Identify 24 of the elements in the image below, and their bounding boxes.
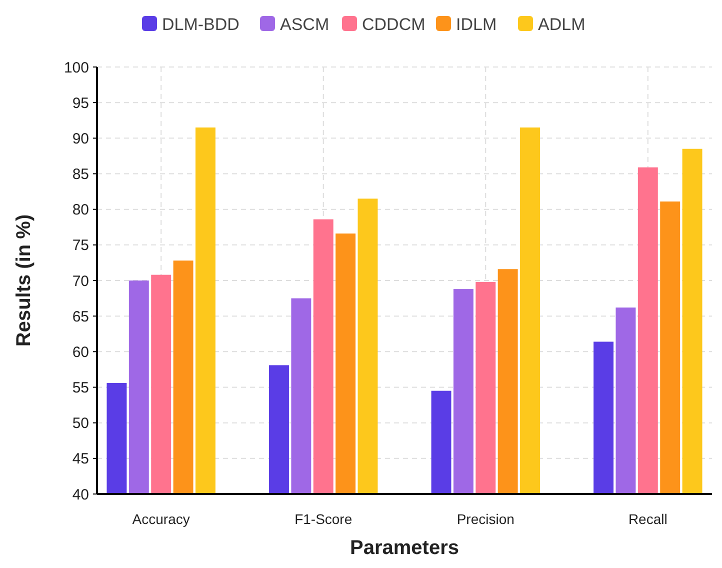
y-tick-label: 50 (72, 415, 89, 432)
x-axis-title: Parameters (350, 537, 459, 559)
legend-label: CDDCM (362, 14, 426, 34)
y-tick-label: 75 (72, 237, 89, 254)
y-tick-label: 70 (72, 272, 89, 290)
y-tick-label: 85 (72, 166, 89, 183)
y-tick-label: 90 (72, 130, 89, 148)
x-tick-label: Precision (456, 511, 514, 527)
x-tick-label: Accuracy (132, 511, 190, 527)
y-tick-label: 40 (72, 486, 89, 504)
legend-label: ADLM (538, 14, 586, 34)
y-tick-label: 55 (72, 380, 89, 396)
x-tick-label: F1-Score (294, 511, 352, 527)
y-tick-label: 45 (72, 450, 89, 468)
y-tick-label: 60 (72, 344, 89, 361)
legend-label: ASCM (280, 14, 330, 34)
y-tick-label: 95 (72, 94, 89, 112)
x-tick-label: Recall (628, 511, 668, 527)
y-tick-label: 80 (72, 202, 89, 219)
y-axis-title: Results (in %) (13, 214, 35, 347)
y-tick-label: 65 (72, 308, 89, 326)
y-tick-label: 100 (64, 59, 89, 76)
legend-label: DLM-BDD (162, 14, 240, 34)
legend-label: IDLM (456, 14, 497, 34)
